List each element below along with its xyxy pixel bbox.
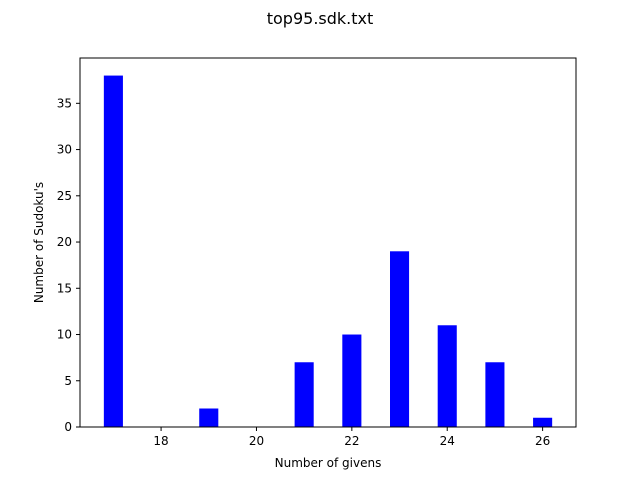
y-tick-label: 35 [57, 96, 72, 110]
x-tick-label: 20 [249, 434, 264, 448]
y-tick-label: 10 [57, 328, 72, 342]
x-tick-label: 22 [344, 434, 359, 448]
x-tick-label: 18 [153, 434, 168, 448]
y-tick-label: 20 [57, 235, 72, 249]
y-axis-label: Number of Sudoku's [32, 182, 46, 303]
bar-23 [390, 251, 410, 427]
bar-19 [199, 408, 219, 427]
y-tick-label: 5 [64, 374, 72, 388]
bar-26 [533, 417, 553, 427]
y-tick-label: 30 [57, 143, 72, 157]
bar-24 [437, 325, 457, 427]
bar-25 [485, 362, 505, 427]
bar-22 [342, 334, 362, 427]
y-axis-ticks: 0 5 10 15 20 25 30 35 [57, 96, 80, 434]
chart-title: top95.sdk.txt [267, 9, 374, 28]
x-tick-label: 26 [535, 434, 550, 448]
y-tick-label: 15 [57, 281, 72, 295]
x-tick-label: 24 [440, 434, 455, 448]
bars-group [103, 75, 553, 427]
bar-21 [294, 362, 314, 427]
x-axis-ticks: 18 20 22 24 26 [153, 427, 550, 448]
bar-17 [103, 75, 123, 427]
y-tick-label: 0 [64, 420, 72, 434]
y-tick-label: 25 [57, 189, 72, 203]
x-axis-label: Number of givens [275, 456, 382, 470]
